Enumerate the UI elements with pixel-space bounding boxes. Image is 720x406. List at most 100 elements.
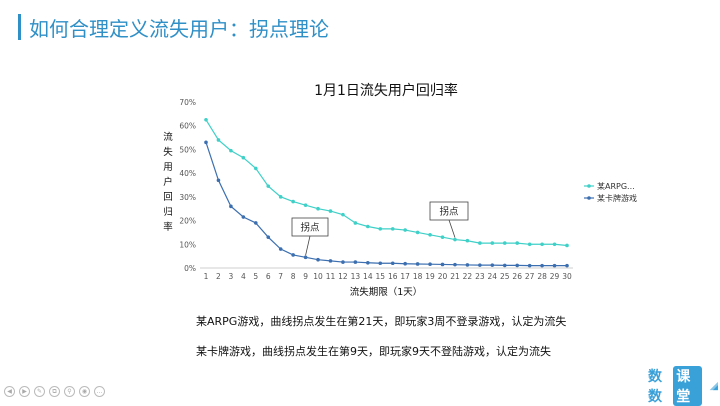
data-point-0 — [565, 243, 569, 248]
x-tick-label: 21 — [450, 272, 460, 281]
data-point-1 — [266, 235, 271, 239]
note-card: 某卡牌游戏，曲线拐点发生在第9天，即玩家9天不登陆游戏，认定为流失 — [196, 345, 551, 358]
y-tick-label: 60% — [179, 122, 196, 131]
data-point-0 — [353, 221, 358, 225]
data-point-1 — [353, 260, 358, 264]
data-point-0 — [266, 184, 271, 188]
x-tick-label: 17 — [400, 272, 410, 281]
data-point-1 — [527, 263, 532, 268]
data-point-0 — [366, 224, 370, 229]
series-line-1 — [205, 142, 567, 267]
data-point-1 — [378, 261, 383, 266]
y-axis-title-char: 归 — [163, 206, 173, 218]
legend-marker-0 — [587, 184, 591, 188]
prev-slide-button[interactable]: ◀ — [4, 386, 15, 397]
pointer-button[interactable]: ◉ — [79, 386, 90, 397]
y-axis-title-char: 户 — [163, 176, 173, 188]
data-point-0 — [316, 206, 320, 211]
y-axis-title-char: 率 — [163, 221, 173, 233]
callout-box-1 — [429, 201, 469, 221]
data-point-0 — [291, 199, 295, 204]
data-point-1 — [428, 262, 432, 267]
data-point-1 — [565, 263, 569, 268]
zoom-button[interactable]: ⚲ — [64, 386, 75, 397]
slide-title-bar: 如何合理定义流失用户：拐点理论 — [18, 14, 329, 41]
x-tick-label: 1 — [204, 272, 209, 281]
data-point-1 — [216, 178, 221, 183]
note-arpg: 某ARPG游戏，曲线拐点发生在第21天，即玩家3周不登录游戏，认定为流失 — [196, 315, 567, 328]
data-point-1 — [316, 257, 320, 262]
x-tick-label: 19 — [425, 272, 435, 281]
x-tick-label: 11 — [326, 272, 336, 281]
chart-title: 1月1日流失用户回归率 — [314, 82, 458, 99]
x-tick-label: 28 — [537, 272, 547, 281]
callout-label-0: 拐点 — [300, 222, 320, 234]
data-point-1 — [403, 261, 407, 266]
data-point-0 — [515, 241, 520, 245]
data-point-0 — [552, 242, 557, 247]
y-tick-label: 10% — [179, 240, 196, 249]
next-slide-button[interactable]: ▶ — [19, 386, 30, 397]
x-tick-label: 27 — [525, 272, 535, 281]
callout-label-1: 拐点 — [439, 206, 459, 218]
slide-title: 如何合理定义流失用户：拐点理论 — [29, 16, 329, 41]
x-tick-label: 15 — [376, 272, 386, 281]
x-tick-label: 12 — [338, 272, 348, 281]
y-tick-label: 50% — [179, 145, 196, 154]
y-tick-label: 30% — [179, 193, 196, 202]
data-point-0 — [341, 212, 345, 217]
data-point-0 — [204, 117, 208, 122]
x-tick-label: 13 — [351, 272, 361, 281]
y-tick-label: 40% — [179, 169, 196, 178]
x-tick-label: 16 — [388, 272, 398, 281]
x-tick-label: 29 — [550, 272, 560, 281]
data-point-1 — [440, 262, 445, 267]
data-point-0 — [527, 242, 532, 247]
data-point-0 — [229, 148, 233, 153]
y-axis-title-char: 回 — [163, 192, 173, 203]
brand-text-2: 课堂 — [673, 366, 703, 406]
data-point-1 — [366, 260, 370, 265]
x-tick-label: 26 — [512, 272, 522, 281]
brand-corner-icon — [710, 381, 719, 391]
data-point-1 — [253, 221, 258, 225]
y-tick-label: 20% — [179, 217, 196, 226]
pen-button[interactable]: ✎ — [34, 386, 45, 397]
y-tick-label: 0% — [184, 264, 196, 273]
data-point-0 — [303, 203, 308, 207]
data-point-0 — [241, 155, 246, 160]
legend-marker-1 — [587, 196, 591, 200]
x-axis-title: 流失期限（1天） — [350, 286, 423, 298]
brand-logo: 数数 课堂 — [648, 366, 720, 406]
x-tick-label: 6 — [266, 272, 271, 281]
data-point-0 — [216, 138, 221, 142]
data-point-0 — [328, 209, 333, 213]
x-tick-label: 14 — [363, 272, 373, 281]
data-point-0 — [390, 227, 395, 231]
data-point-0 — [278, 195, 283, 199]
x-tick-label: 7 — [278, 272, 283, 281]
data-point-0 — [378, 227, 383, 231]
data-point-1 — [490, 263, 495, 267]
more-button[interactable]: … — [94, 386, 105, 397]
brand-text-1: 数数 — [648, 369, 662, 405]
data-point-1 — [465, 263, 470, 267]
data-point-1 — [515, 263, 520, 268]
data-point-0 — [540, 242, 544, 247]
x-tick-label: 3 — [229, 272, 234, 281]
data-point-1 — [453, 262, 457, 267]
slides-button[interactable]: ⧉ — [49, 386, 60, 397]
data-point-1 — [390, 261, 395, 266]
data-point-1 — [540, 263, 544, 268]
series-line-0 — [205, 119, 568, 247]
x-tick-label: 24 — [488, 272, 498, 281]
x-tick-label: 5 — [253, 272, 258, 281]
data-point-0 — [440, 235, 445, 239]
x-tick-label: 10 — [313, 272, 323, 281]
x-tick-label: 22 — [463, 272, 473, 281]
x-tick-label: 25 — [500, 272, 510, 281]
callout-box-0 — [291, 217, 329, 237]
data-point-1 — [229, 204, 233, 209]
data-point-1 — [204, 140, 208, 145]
